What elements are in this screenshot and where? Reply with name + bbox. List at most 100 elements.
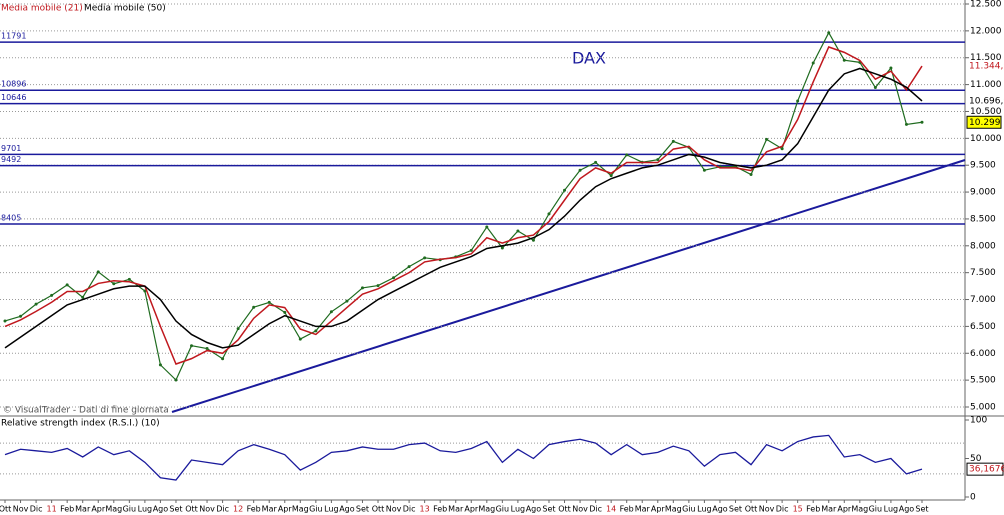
x-tick-label: Nov bbox=[199, 505, 215, 514]
x-tick-label: Lug bbox=[138, 505, 152, 514]
x-tick-label: Mar bbox=[821, 505, 837, 514]
x-tick-label: Nov bbox=[13, 505, 29, 514]
x-tick-label: Ott bbox=[745, 505, 758, 514]
price-point bbox=[376, 284, 380, 288]
x-tick-label: Giu bbox=[682, 505, 696, 514]
y-tick-label: 50 bbox=[970, 454, 982, 464]
x-tick-label: 15 bbox=[793, 505, 803, 514]
price-point bbox=[143, 289, 147, 293]
y-tick-label: 5.500 bbox=[970, 376, 996, 386]
x-tick-label: Dic bbox=[776, 505, 789, 514]
price-point bbox=[96, 270, 100, 274]
price-point bbox=[594, 160, 598, 164]
price-point bbox=[314, 329, 318, 333]
price-point bbox=[112, 282, 116, 286]
series-line bbox=[4, 67, 923, 349]
price-point bbox=[298, 337, 302, 341]
price-point bbox=[407, 265, 411, 269]
x-tick-label: Nov bbox=[572, 505, 588, 514]
x-tick-label: Apr bbox=[278, 505, 293, 514]
x-tick-label: Apr bbox=[91, 505, 106, 514]
y-tick-label: 5.000 bbox=[970, 403, 996, 413]
price-point bbox=[873, 86, 877, 90]
x-tick-label: Set bbox=[542, 505, 555, 514]
x-tick-label: Lug bbox=[884, 505, 898, 514]
price-point bbox=[360, 286, 364, 290]
level-label: 9701 bbox=[1, 144, 21, 153]
y-tick-label: 6.500 bbox=[970, 322, 996, 332]
x-tick-label: Mar bbox=[262, 505, 278, 514]
y-tick-label: 10.000 bbox=[970, 134, 1002, 144]
x-tick-label: Lug bbox=[324, 505, 338, 514]
price-point bbox=[469, 248, 473, 252]
x-tick-label: 14 bbox=[606, 505, 616, 514]
price-point bbox=[329, 310, 333, 314]
x-tick-label: Feb bbox=[60, 505, 74, 514]
x-tick-label: Mag bbox=[292, 505, 309, 514]
y-tick-label: 8.000 bbox=[970, 241, 996, 251]
price-point bbox=[889, 66, 893, 70]
price-point bbox=[485, 225, 489, 229]
level-label: 10646 bbox=[1, 93, 26, 102]
price-point bbox=[65, 283, 69, 287]
price-point bbox=[81, 295, 85, 299]
price-point bbox=[221, 357, 225, 361]
level-label: 9492 bbox=[1, 155, 21, 164]
x-tick-label: Giu bbox=[123, 505, 137, 514]
y-tick-label: 6.000 bbox=[970, 349, 996, 359]
x-tick-label: Ago bbox=[712, 505, 728, 514]
price-point bbox=[3, 319, 7, 323]
price-point bbox=[252, 305, 256, 309]
y-tick-label: 12.000 bbox=[970, 26, 1002, 36]
x-tick-label: Mag bbox=[851, 505, 868, 514]
x-tick-label: Giu bbox=[869, 505, 883, 514]
x-tick-label: Mar bbox=[635, 505, 651, 514]
x-tick-label: Set bbox=[915, 505, 928, 514]
x-tick-label: Ott bbox=[372, 505, 385, 514]
x-tick-label: 13 bbox=[420, 505, 430, 514]
price-point bbox=[563, 188, 567, 192]
price-point bbox=[765, 137, 769, 141]
series-line bbox=[4, 31, 923, 382]
y-tick-label: 9.000 bbox=[970, 188, 996, 198]
last-value-label: 11.344,9 bbox=[969, 62, 1004, 72]
x-tick-label: Ago bbox=[339, 505, 355, 514]
x-tick-label: 11 bbox=[47, 505, 57, 514]
last-value-box bbox=[966, 115, 1002, 129]
price-point bbox=[749, 173, 753, 177]
last-value-label: 10.696,9 bbox=[969, 96, 1004, 106]
x-tick-label: Ago bbox=[899, 505, 915, 514]
legend-entry: Media mobile (21) bbox=[1, 4, 83, 14]
price-point bbox=[796, 99, 800, 103]
y-tick-label: 100 bbox=[970, 416, 987, 426]
x-tick-label: Dic bbox=[589, 505, 602, 514]
x-tick-label: Dic bbox=[216, 505, 229, 514]
last-value-label: 10.299 bbox=[969, 118, 1001, 128]
price-point bbox=[205, 347, 209, 351]
price-point bbox=[811, 61, 815, 65]
x-tick-label: Feb bbox=[806, 505, 820, 514]
y-tick-label: 9.500 bbox=[970, 161, 996, 171]
level-label: 10896 bbox=[1, 80, 26, 89]
price-point bbox=[267, 300, 271, 304]
x-tick-label: Nov bbox=[386, 505, 402, 514]
price-point bbox=[236, 327, 240, 331]
price-point bbox=[609, 174, 613, 178]
x-tick-label: Apr bbox=[464, 505, 479, 514]
level-label: 11791 bbox=[1, 32, 26, 41]
level-label: 8405 bbox=[1, 214, 21, 223]
x-tick-label: Ago bbox=[153, 505, 169, 514]
price-point bbox=[34, 302, 38, 306]
price-point bbox=[50, 293, 54, 297]
rsi-line bbox=[4, 434, 923, 481]
price-point bbox=[656, 158, 660, 162]
x-tick-label: Feb bbox=[620, 505, 634, 514]
y-tick-label: 10.500 bbox=[970, 107, 1002, 117]
last-value-label: 36,1676 bbox=[969, 465, 1004, 475]
y-tick-label: 7.000 bbox=[970, 295, 996, 305]
x-tick-label: Ago bbox=[526, 505, 542, 514]
price-point bbox=[345, 299, 349, 303]
x-tick-label: Giu bbox=[496, 505, 510, 514]
x-tick-label: Set bbox=[169, 505, 182, 514]
